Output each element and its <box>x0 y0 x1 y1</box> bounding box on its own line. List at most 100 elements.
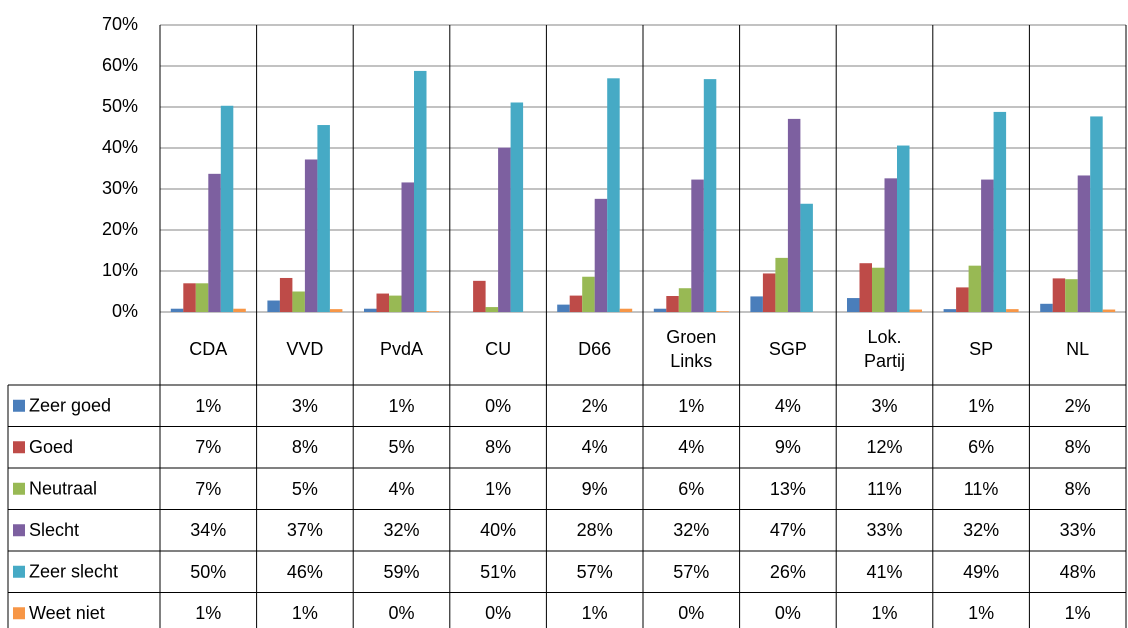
data-label: 6% <box>968 437 995 458</box>
data-label: 28% <box>576 520 613 541</box>
bar <box>364 308 377 312</box>
data-label-box: 8% <box>292 437 318 457</box>
bar <box>800 203 813 312</box>
data-label: 33% <box>1059 520 1096 541</box>
data-label-box: 1% <box>678 395 705 416</box>
data-label-box: 1% <box>582 603 608 623</box>
bar <box>762 273 776 312</box>
data-label: 7% <box>195 478 222 499</box>
bar <box>510 102 524 313</box>
legend-swatch <box>13 399 25 412</box>
bar <box>653 308 667 312</box>
x-tick-label: PvdA <box>379 338 423 359</box>
bar <box>678 288 692 312</box>
data-label: 5% <box>388 437 415 458</box>
bar <box>775 257 788 312</box>
data-label: 1% <box>195 603 222 624</box>
bar <box>329 309 343 312</box>
data-label-box: 34% <box>190 520 226 540</box>
data-label: 13% <box>769 478 806 499</box>
data-label-box: 0% <box>774 603 801 624</box>
data-label: 46% <box>286 561 323 582</box>
data-label: 4% <box>774 395 801 416</box>
bar <box>557 304 570 312</box>
bar <box>703 79 717 313</box>
data-label-box: 0% <box>485 603 512 624</box>
data-label-box: 1% <box>291 603 318 624</box>
legend-swatch <box>13 482 25 495</box>
bar <box>1052 278 1066 312</box>
bar <box>1077 175 1091 312</box>
bar <box>872 267 885 312</box>
data-label-box: 0% <box>388 603 414 623</box>
bar <box>376 293 389 312</box>
data-label-box: 49% <box>963 562 999 582</box>
data-label: 8% <box>1064 478 1091 499</box>
y-tick-label: 60% <box>102 55 138 75</box>
data-label: 9% <box>774 437 801 458</box>
data-label: 50% <box>190 561 227 582</box>
data-label-box: 4% <box>678 437 705 458</box>
data-label: 32% <box>673 520 710 541</box>
data-label-box: 11% <box>867 479 902 499</box>
data-label-box: 4% <box>388 478 415 499</box>
data-label: 1% <box>678 395 705 416</box>
bar <box>884 178 897 312</box>
x-tick-label: VVD <box>286 338 324 359</box>
data-label-box: 5% <box>388 437 415 458</box>
data-label-box: 33% <box>866 520 902 540</box>
data-label-box: 8% <box>1064 478 1091 499</box>
data-label: 4% <box>388 478 415 499</box>
data-label: 0% <box>774 603 801 624</box>
bar <box>426 311 439 312</box>
x-tick-label: SGP <box>768 338 807 359</box>
data-label-box: 33% <box>1059 520 1096 541</box>
bar <box>750 296 763 312</box>
data-label-box: 46% <box>286 561 323 582</box>
data-label-box: 37% <box>287 520 323 540</box>
bar <box>847 298 860 312</box>
y-tick-label: 40% <box>102 137 138 157</box>
data-label-box: 12% <box>866 437 902 457</box>
legend-label: Zeer goed <box>29 396 111 416</box>
bar <box>787 118 801 312</box>
data-label-box: 2% <box>582 396 608 416</box>
data-label: 11% <box>963 478 999 499</box>
data-label: 2% <box>1064 395 1091 416</box>
data-label-box: 6% <box>968 437 995 458</box>
data-label-box: 26% <box>770 562 806 582</box>
bar <box>716 311 729 312</box>
data-label-box: 3% <box>292 396 318 416</box>
bar <box>414 70 427 312</box>
data-label: 1% <box>291 603 318 624</box>
data-label: 59% <box>383 561 420 582</box>
x-tick-label-box: CU <box>485 339 511 359</box>
data-label-box: 9% <box>581 478 608 499</box>
data-label-box: 41% <box>866 562 902 582</box>
data-label: 9% <box>581 478 608 499</box>
y-tick-label: 50% <box>102 96 138 116</box>
data-label-box: 59% <box>383 561 420 582</box>
data-label: 1% <box>871 603 898 624</box>
bar <box>666 296 679 312</box>
data-label-box: 32% <box>383 520 419 540</box>
y-tick-label: 10% <box>102 260 138 280</box>
bar <box>859 263 872 312</box>
data-label: 1% <box>968 395 995 416</box>
data-label: 8% <box>1064 437 1091 458</box>
data-label-box: 1% <box>871 603 898 624</box>
data-label: 0% <box>678 603 705 624</box>
x-tick-label: NL <box>1066 338 1090 359</box>
data-label-box: 40% <box>480 520 516 540</box>
data-label-box: 57% <box>577 562 613 582</box>
data-label-box: 0% <box>485 396 511 416</box>
x-tick-label-box: Groen Links <box>666 326 717 371</box>
y-tick-label: 70% <box>102 14 138 34</box>
data-label: 0% <box>485 603 512 624</box>
x-tick-label-box: CDA <box>189 339 227 359</box>
x-tick-label: Groen Links <box>666 326 717 371</box>
data-label: 1% <box>968 603 995 624</box>
data-label: 4% <box>678 437 705 458</box>
data-label-box: 1% <box>195 396 221 416</box>
